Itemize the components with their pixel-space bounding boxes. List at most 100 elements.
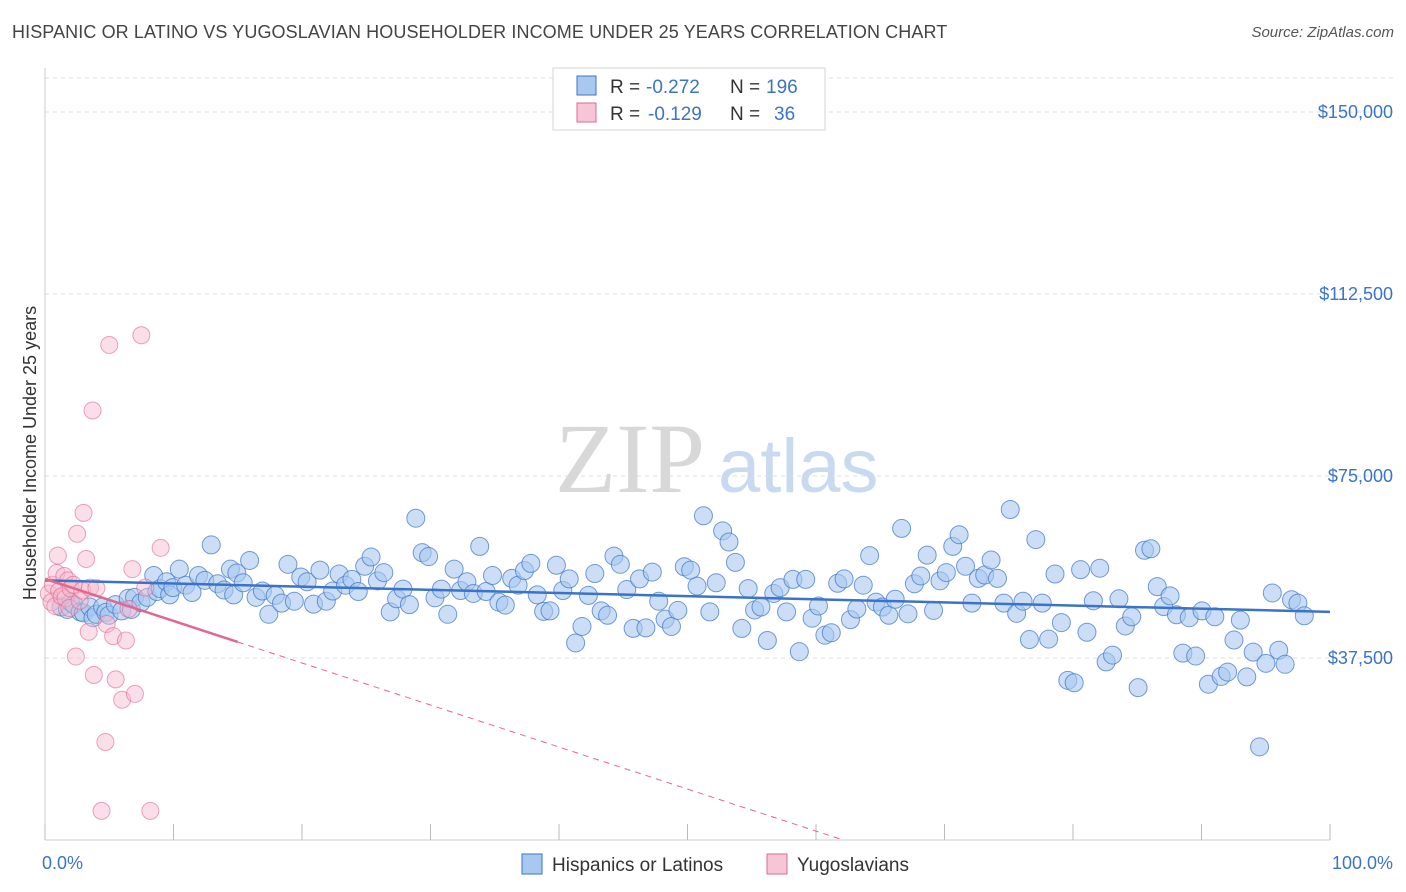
hispanic-point-82 xyxy=(527,585,547,605)
hispanic-point-65 xyxy=(419,547,439,567)
yugoslavian-point-28 xyxy=(100,335,119,354)
y-tick-label-2: $112,500 xyxy=(1319,284,1393,304)
hispanic-point-173 xyxy=(1109,589,1129,609)
x-tick-label-start: 0.0% xyxy=(42,853,83,873)
yugoslavian-point-11 xyxy=(60,599,79,618)
hispanic-point-146 xyxy=(936,563,956,583)
hispanic-point-192 xyxy=(1230,610,1250,630)
hispanic-point-104 xyxy=(668,600,688,620)
hispanic-point-100 xyxy=(642,562,662,582)
hispanic-point-91 xyxy=(585,564,605,584)
hispanic-point-172 xyxy=(1103,645,1123,665)
hispanic-point-44 xyxy=(284,591,304,611)
hispanic-point-88 xyxy=(566,633,586,653)
hispanic-point-73 xyxy=(470,536,490,556)
hispanic-point-113 xyxy=(725,552,745,572)
hispanic-point-144 xyxy=(924,600,944,620)
yugoslavian-point-20 xyxy=(79,622,98,641)
hispanic-point-196 xyxy=(1256,653,1276,673)
hispanic-point-170 xyxy=(1090,558,1110,578)
hispanic-point-58 xyxy=(374,563,394,583)
legend-n-value-blue: 196 xyxy=(766,77,798,98)
hispanic-point-163 xyxy=(1045,564,1065,584)
legend-swatch-blue xyxy=(576,75,597,96)
hispanic-point-121 xyxy=(777,602,797,622)
watermark-atlas: atlas xyxy=(718,424,879,509)
bottom-legend-swatch-pink xyxy=(766,853,788,875)
bottom-legend-label-blue: Hispanics or Latinos xyxy=(552,855,723,876)
yugoslavian-trend-line-dashed xyxy=(237,641,844,841)
hispanic-point-114 xyxy=(732,618,752,638)
hispanic-point-175 xyxy=(1122,607,1142,627)
watermark-zip: ZIP xyxy=(555,403,705,514)
hispanic-point-138 xyxy=(885,589,905,609)
hispanic-point-134 xyxy=(860,546,880,566)
hispanic-point-69 xyxy=(444,559,464,579)
hispanic-point-30 xyxy=(201,535,221,555)
series-yugoslavians-points xyxy=(39,326,170,820)
legend-r-label-pink: R = xyxy=(610,104,640,125)
hispanic-point-43 xyxy=(278,554,298,574)
yugoslavian-point-32 xyxy=(116,631,135,650)
bottom-legend-label-pink: Yugoslavians xyxy=(797,855,909,876)
legend-n-value-pink: 36 xyxy=(774,104,795,125)
yugoslavian-point-5 xyxy=(48,546,67,565)
hispanic-point-81 xyxy=(521,553,541,573)
yugoslavian-point-23 xyxy=(84,665,103,684)
hispanic-point-118 xyxy=(757,631,777,651)
hispanic-point-140 xyxy=(898,604,918,624)
hispanic-point-117 xyxy=(751,597,771,617)
hispanic-point-133 xyxy=(853,575,873,595)
hispanic-point-115 xyxy=(738,579,758,599)
hispanic-point-87 xyxy=(559,569,579,589)
hispanic-point-48 xyxy=(310,560,330,580)
yugoslavian-point-35 xyxy=(125,684,144,703)
legend-r-value-blue: -0.272 xyxy=(646,77,700,98)
hispanic-point-107 xyxy=(687,576,707,596)
hispanic-point-130 xyxy=(834,569,854,589)
hispanic-point-160 xyxy=(1026,530,1046,550)
hispanic-point-154 xyxy=(987,568,1007,588)
yugoslavian-point-18 xyxy=(74,503,93,522)
hispanic-point-153 xyxy=(981,550,1001,570)
hispanic-point-202 xyxy=(1294,606,1314,626)
yugoslavian-trend-line-solid xyxy=(44,577,239,644)
hispanic-point-193 xyxy=(1237,667,1257,687)
hispanic-point-188 xyxy=(1205,607,1225,627)
legend-swatch-pink xyxy=(576,102,597,123)
hispanic-point-112 xyxy=(719,532,739,552)
hispanic-point-178 xyxy=(1141,539,1161,559)
yugoslavian-point-16 xyxy=(70,591,89,610)
hispanic-point-103 xyxy=(661,616,681,636)
legend-r-label-blue: R = xyxy=(610,77,640,98)
hispanic-point-181 xyxy=(1160,586,1180,606)
hispanic-point-77 xyxy=(495,595,515,615)
yugoslavian-point-36 xyxy=(132,326,151,345)
hispanic-point-63 xyxy=(406,508,426,528)
hispanic-point-197 xyxy=(1262,583,1282,603)
hispanic-point-176 xyxy=(1128,678,1148,698)
hispanic-point-37 xyxy=(240,550,260,570)
hispanic-point-139 xyxy=(892,518,912,538)
hispanic-point-108 xyxy=(693,506,713,526)
yugoslavian-point-26 xyxy=(96,732,115,751)
hispanic-point-90 xyxy=(578,585,598,605)
hispanic-point-159 xyxy=(1019,630,1039,650)
hispanic-point-156 xyxy=(1000,499,1020,519)
hispanic-point-62 xyxy=(399,595,419,615)
yugoslavian-point-30 xyxy=(106,670,125,689)
hispanic-point-36 xyxy=(233,573,253,593)
legend-n-label-blue: N = xyxy=(730,77,760,98)
hispanic-point-161 xyxy=(1032,593,1052,613)
hispanic-point-191 xyxy=(1224,630,1244,650)
hispanic-point-185 xyxy=(1186,646,1206,666)
hispanic-point-190 xyxy=(1218,662,1238,682)
yugoslavian-point-15 xyxy=(68,524,87,543)
y-tick-label-0: $37,500 xyxy=(1328,648,1393,668)
hispanic-point-75 xyxy=(483,565,503,585)
source-label: Source: ZipAtlas.com xyxy=(1251,24,1394,41)
hispanic-point-54 xyxy=(348,582,368,602)
hispanic-point-143 xyxy=(917,545,937,565)
grid-lines xyxy=(45,77,1395,659)
